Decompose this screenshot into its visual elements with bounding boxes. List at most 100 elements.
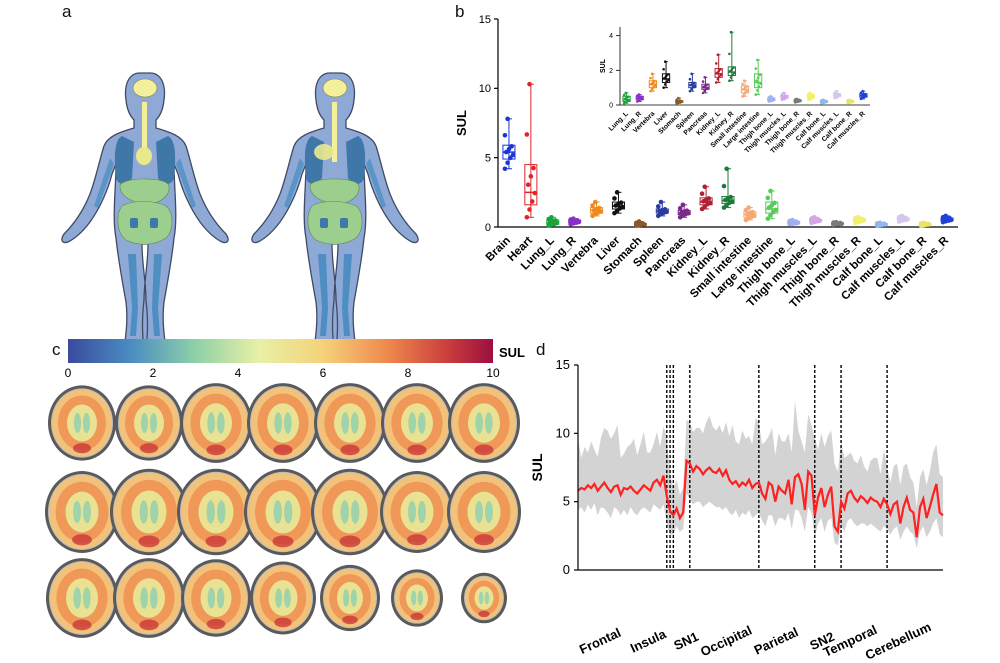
data-point [837,92,841,96]
lung-right [346,136,366,184]
y-tick-label: 2 [609,68,613,75]
leg-bone-left [128,254,138,336]
y-tick-label: 0 [563,562,570,577]
data-point [811,95,815,99]
data-point [527,81,532,87]
leg-bone-right [342,254,352,336]
data-point [728,69,732,73]
intestine-shape [117,201,173,245]
data-point [650,87,654,91]
data-point [505,116,510,122]
data-point [506,146,512,152]
occipital-hot [272,535,294,548]
data-point [706,196,712,201]
box [524,164,538,206]
colorbar-tick-label: 8 [405,366,412,380]
y-tick-label: 15 [556,357,570,372]
white-matter [200,578,232,618]
data-point [925,221,931,226]
data-point [811,93,814,97]
data-point [502,166,508,172]
mean-sul-line [577,458,944,538]
data-point [590,203,595,208]
data-point [758,73,762,77]
white-matter [467,491,501,533]
region-label: Insula [628,626,669,656]
occipital-hot [339,535,361,548]
ventricle-right [82,412,91,434]
data-point [677,205,683,211]
white-matter [332,490,368,534]
panel-label-b: b [455,2,465,21]
data-point [649,89,652,93]
ventricle-right [216,412,225,434]
data-point [729,76,733,79]
data-point [756,58,759,62]
brain-slice [461,572,507,624]
brain-slice [311,468,389,556]
brain-slice [448,383,520,463]
data-point [765,195,771,201]
ventricle-left [478,591,484,605]
data-point [640,97,644,101]
white-matter [401,403,433,443]
data-point [756,76,760,80]
white-matter [134,404,164,442]
colorbar-tick-label: 0 [65,366,72,380]
data-point [719,73,723,77]
y-tick-label: 5 [563,494,570,509]
data-point [765,216,771,221]
y-tick-label: 0 [485,222,491,234]
data-point [510,152,516,158]
spine-shape [142,102,147,162]
data-point [795,97,799,101]
intestine-shape [307,201,363,245]
data-point [640,221,646,226]
ventricle-left [340,500,349,524]
data-point [653,80,656,83]
data-point [724,166,729,172]
data-point [859,216,865,222]
data-point [771,96,775,100]
y-tick-label: 10 [556,425,570,440]
arm-bone-right [366,158,386,208]
data-point [808,91,812,95]
kidney-right [150,218,158,228]
data-point [703,75,707,79]
data-point [714,81,718,84]
data-point [754,67,758,70]
brain-slice [115,385,183,461]
data-point [863,92,867,96]
occipital-hot [139,619,159,631]
white-matter [334,403,366,443]
brain-region-sul-profile: 0 5 10 15 SUL Frontal Insula SN1OccipitalPariet… [529,357,944,660]
data-point [688,77,692,81]
data-point [705,83,709,86]
data-point [690,72,693,76]
data-point [624,91,628,95]
spine-shape [332,102,337,162]
organ-sul-boxplot: 051015SULBrainHeartLung_LLung_RVertebraL… [454,14,958,310]
y-tick-label: 10 [479,83,491,95]
data-point [571,216,576,221]
data-point [649,76,652,80]
colorbar-tick-label: 10 [486,366,500,380]
box [754,73,763,89]
white-matter [66,578,98,618]
ventricle-left [341,412,350,434]
y-tick-label: 15 [479,14,491,26]
data-point [575,217,580,223]
data-point [790,217,795,223]
occipital-hot [340,444,360,456]
brain-slice [447,471,521,553]
data-point [741,82,744,86]
ventricle-right [283,412,292,434]
data-point [528,174,534,179]
brain-slice [180,383,252,463]
ventricle-right [417,412,426,434]
data-point [662,67,665,71]
brain-slice [247,383,319,463]
brain-shape [132,78,158,98]
data-point [677,96,680,100]
panel-label-d: d [536,340,546,359]
